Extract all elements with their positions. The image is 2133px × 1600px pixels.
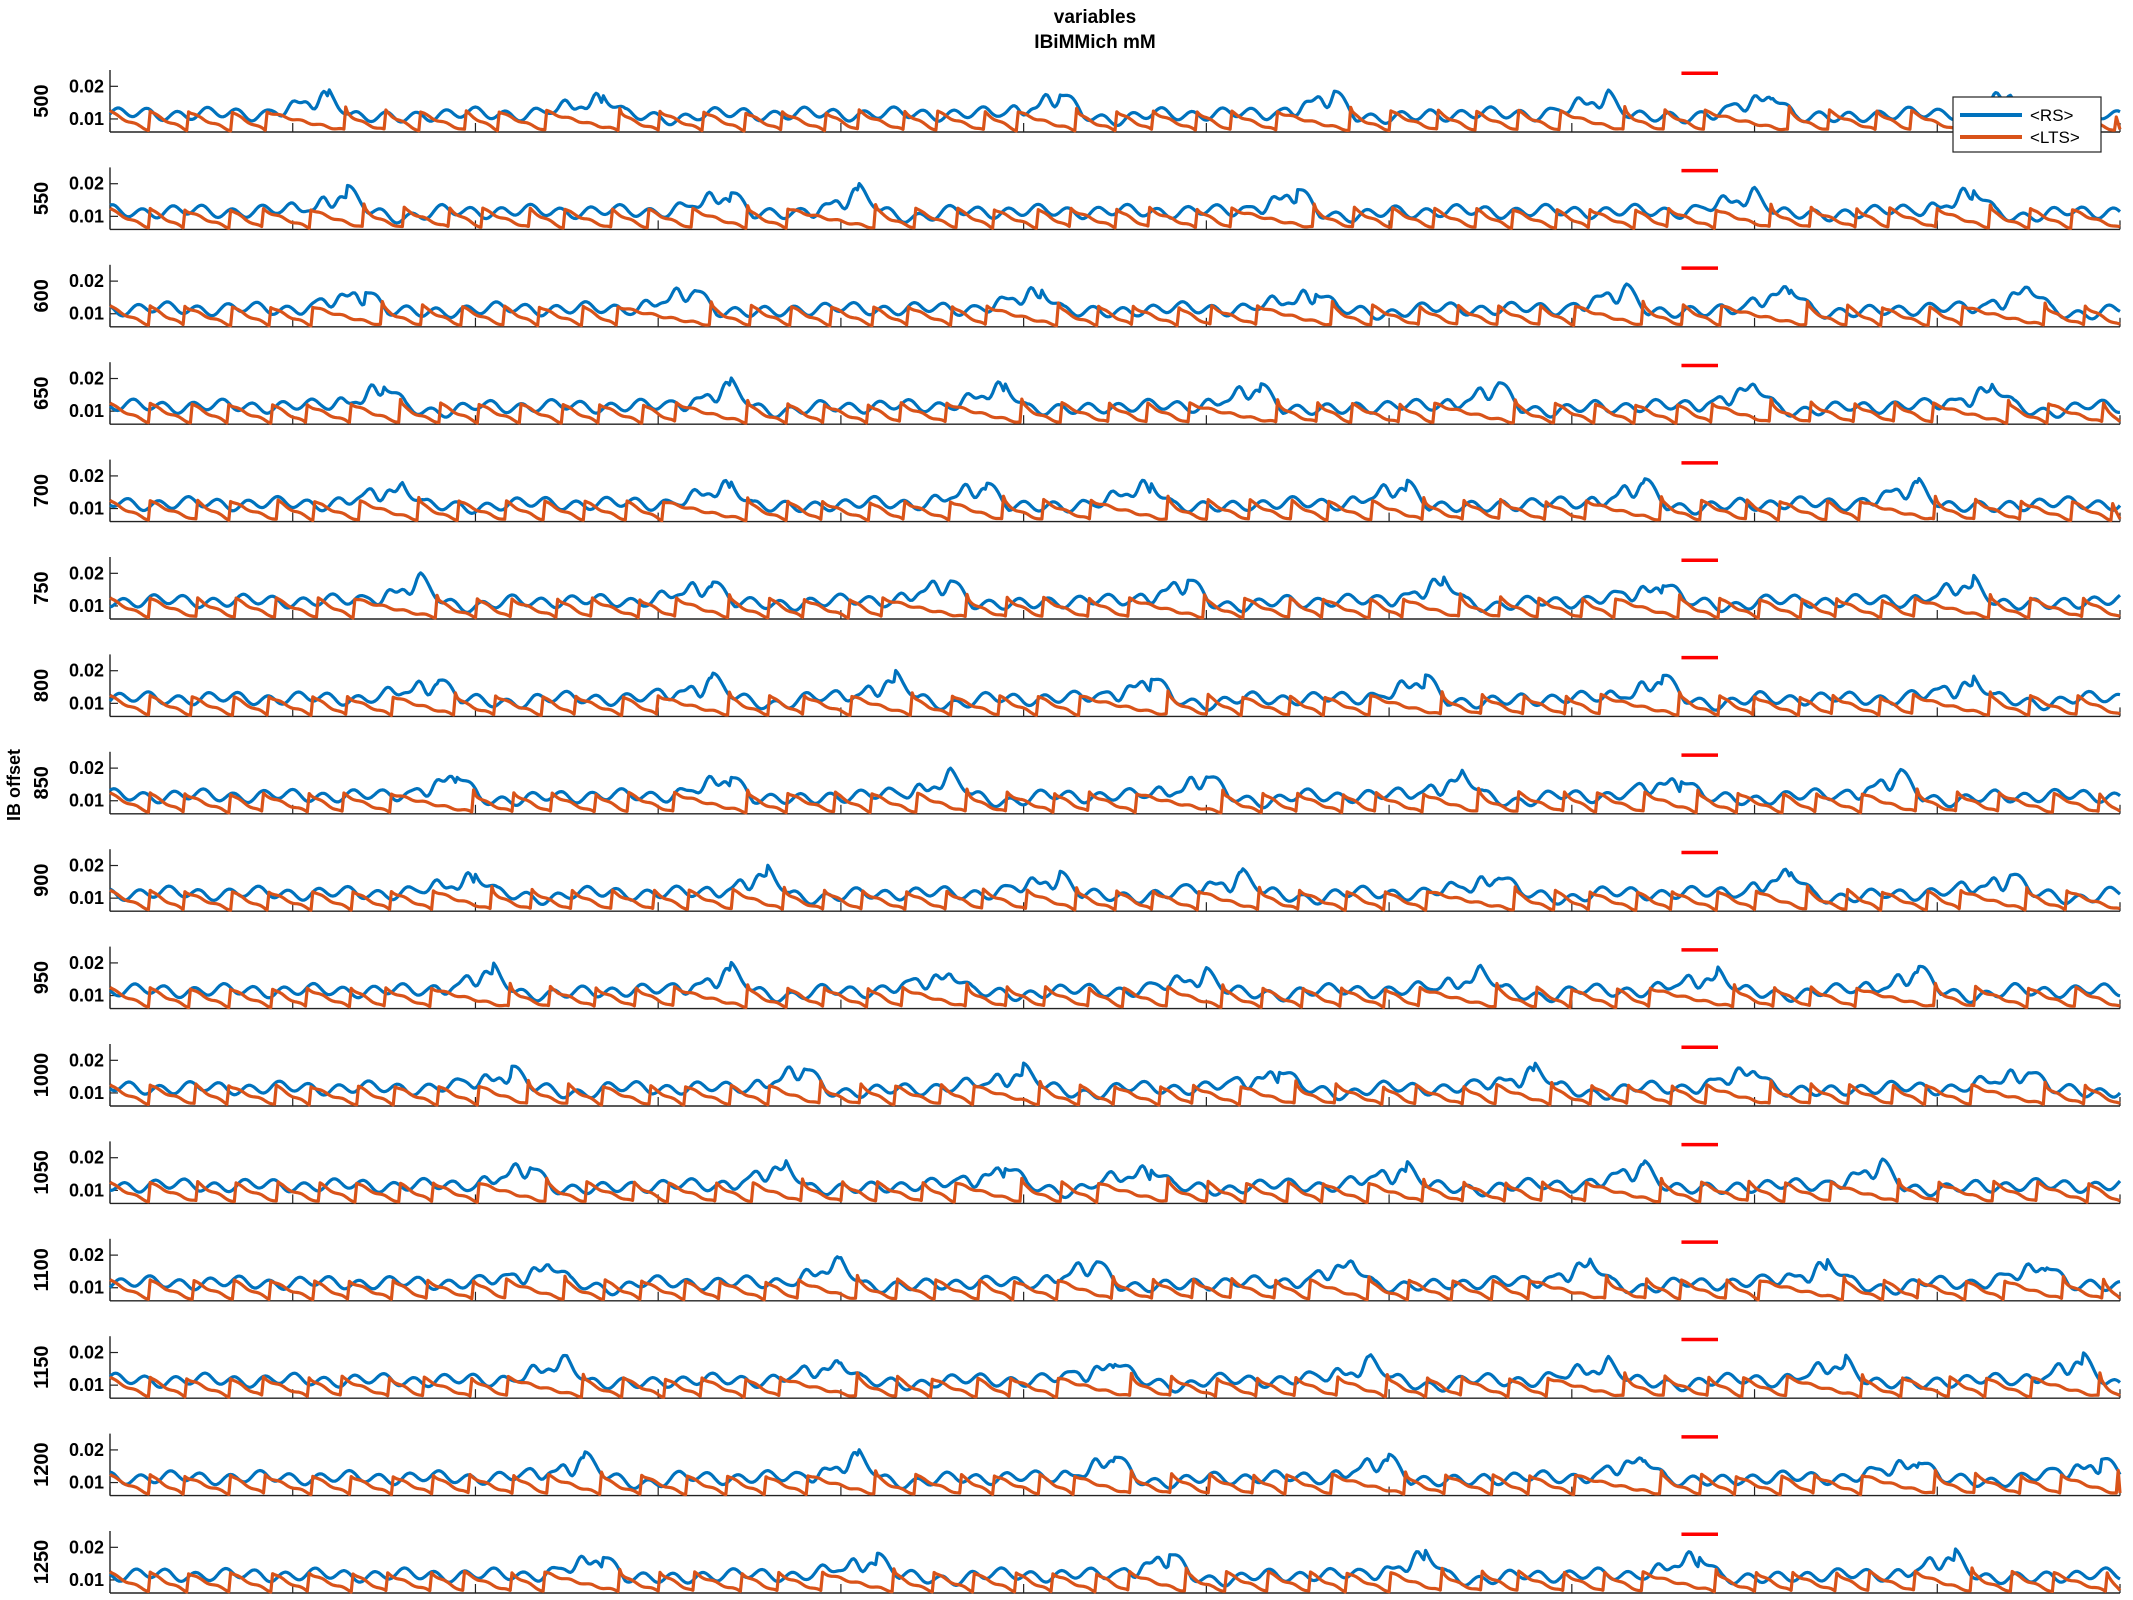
series-lts-line [109, 299, 2121, 328]
row-label-900: 900 [31, 864, 53, 897]
series-rs-line [108, 960, 2121, 1005]
y-tick-label: 0.01 [69, 888, 104, 908]
y-tick-label: 0.01 [69, 109, 104, 129]
legend-box [1952, 96, 2102, 153]
y-tick-label: 0.02 [69, 1245, 104, 1265]
panel-950: 0.01 0.02 950 [31, 946, 2121, 1010]
row-label-1100: 1100 [31, 1248, 53, 1291]
series-lts-line [109, 202, 2121, 230]
y-tick-label: 0.01 [69, 206, 104, 226]
legend[interactable]: <RS> <LTS> [1952, 96, 2102, 153]
series-lts-line [109, 981, 2121, 1010]
series-lts-line [109, 1273, 2122, 1302]
series-rs-line [109, 476, 2122, 516]
series-lts-line [109, 1371, 2121, 1399]
panel-1000: 0.01 0.02 1000 [31, 1044, 2122, 1107]
y-tick-label: 0.01 [69, 986, 104, 1006]
series-rs-line [108, 668, 2121, 712]
row-label-800: 800 [31, 669, 53, 702]
y-tick-label: 0.02 [69, 1050, 104, 1070]
y-tick-label: 0.02 [69, 1440, 104, 1460]
y-tick-label: 0.01 [69, 1570, 104, 1590]
figure-title: variables [1054, 7, 1136, 28]
series-lts-line [109, 884, 2121, 912]
y-tick-label: 0.02 [69, 953, 104, 973]
series-lts-line [109, 1468, 2122, 1497]
y-tick-label: 0.01 [69, 1375, 104, 1395]
panel-500: 0.01 0.02 500 [31, 70, 2122, 133]
row-label-700: 700 [31, 474, 53, 507]
y-tick-label: 0.02 [69, 1343, 104, 1363]
row-label-550: 550 [31, 182, 53, 215]
series-lts-line [109, 1566, 2122, 1594]
row-label-600: 600 [31, 279, 53, 312]
y-tick-label: 0.02 [69, 174, 104, 194]
y-tick-label: 0.02 [69, 856, 104, 876]
y-axis-label: IB offset [4, 749, 24, 821]
panel-600: 0.01 0.02 600 [31, 264, 2121, 328]
series-rs-line [109, 766, 2121, 810]
series-rs-line [109, 571, 2122, 614]
y-tick-label: 0.01 [69, 596, 104, 616]
y-tick-label: 0.02 [69, 563, 104, 583]
panel-800: 0.01 0.02 800 [31, 654, 2121, 718]
series-rs-line [108, 1255, 2121, 1297]
series-rs-line [109, 1448, 2122, 1491]
panel-1200: 0.01 0.02 1200 [31, 1433, 2122, 1497]
legend-label-lts: <LTS> [2030, 128, 2080, 147]
row-label-650: 650 [31, 377, 53, 410]
row-label-1250: 1250 [31, 1540, 53, 1585]
row-label-850: 850 [31, 766, 53, 799]
series-lts-line [109, 592, 2121, 620]
panels: 0.010.025000.010.025500.010.026000.010.0… [31, 70, 2122, 1594]
row-label-1200: 1200 [31, 1442, 53, 1487]
y-tick-label: 0.01 [69, 304, 104, 324]
series-lts-line [109, 494, 2122, 523]
panel-1150: 0.01 0.02 1150 [31, 1336, 2122, 1399]
y-tick-label: 0.01 [69, 1278, 104, 1298]
series-rs-line [108, 1351, 2122, 1394]
series-rs-line [108, 1547, 2121, 1588]
panel-750: 0.01 0.02 750 [31, 557, 2122, 620]
series-lts-line [109, 1078, 2121, 1107]
y-tick-label: 0.01 [69, 1083, 104, 1103]
figure-subtitle: IBiMMich mM [1034, 32, 1155, 53]
panel-650: 0.01 0.02 650 [31, 362, 2122, 425]
panel-1100: 0.01 0.02 1100 [31, 1238, 2122, 1302]
panel-550: 0.01 0.02 550 [31, 167, 2122, 231]
y-tick-label: 0.01 [69, 1180, 104, 1200]
row-label-950: 950 [31, 961, 53, 994]
y-tick-label: 0.01 [69, 499, 104, 519]
y-tick-label: 0.02 [69, 661, 104, 681]
legend-label-rs: <RS> [2030, 106, 2074, 125]
y-tick-label: 0.02 [69, 369, 104, 389]
y-tick-label: 0.02 [69, 1537, 104, 1557]
panel-1250: 0.01 0.02 1250 [31, 1531, 2122, 1594]
row-label-1150: 1150 [31, 1346, 53, 1389]
series-rs-line [109, 282, 2121, 321]
y-tick-label: 0.02 [69, 466, 104, 486]
y-tick-label: 0.01 [69, 401, 104, 421]
series-lts-line [109, 1176, 2121, 1204]
panel-1050: 0.01 0.02 1050 [31, 1141, 2122, 1205]
row-label-750: 750 [31, 571, 53, 604]
y-tick-label: 0.02 [69, 1148, 104, 1168]
panel-850: 0.01 0.02 850 [31, 751, 2121, 815]
y-tick-label: 0.02 [69, 758, 104, 778]
row-label-1000: 1000 [31, 1053, 53, 1098]
panel-700: 0.01 0.02 700 [31, 459, 2122, 523]
y-tick-label: 0.02 [69, 76, 104, 96]
y-tick-label: 0.02 [69, 271, 104, 291]
y-tick-label: 0.01 [69, 693, 104, 713]
row-label-500: 500 [31, 84, 53, 117]
y-tick-label: 0.01 [69, 791, 104, 811]
series-lts-line [109, 786, 2121, 815]
series-lts-line [109, 104, 2122, 133]
row-label-1050: 1050 [31, 1150, 53, 1195]
panel-900: 0.01 0.02 900 [31, 849, 2122, 912]
y-tick-label: 0.01 [69, 1473, 104, 1493]
series-lts-line [109, 689, 2121, 717]
series-lts-line [109, 397, 2122, 425]
